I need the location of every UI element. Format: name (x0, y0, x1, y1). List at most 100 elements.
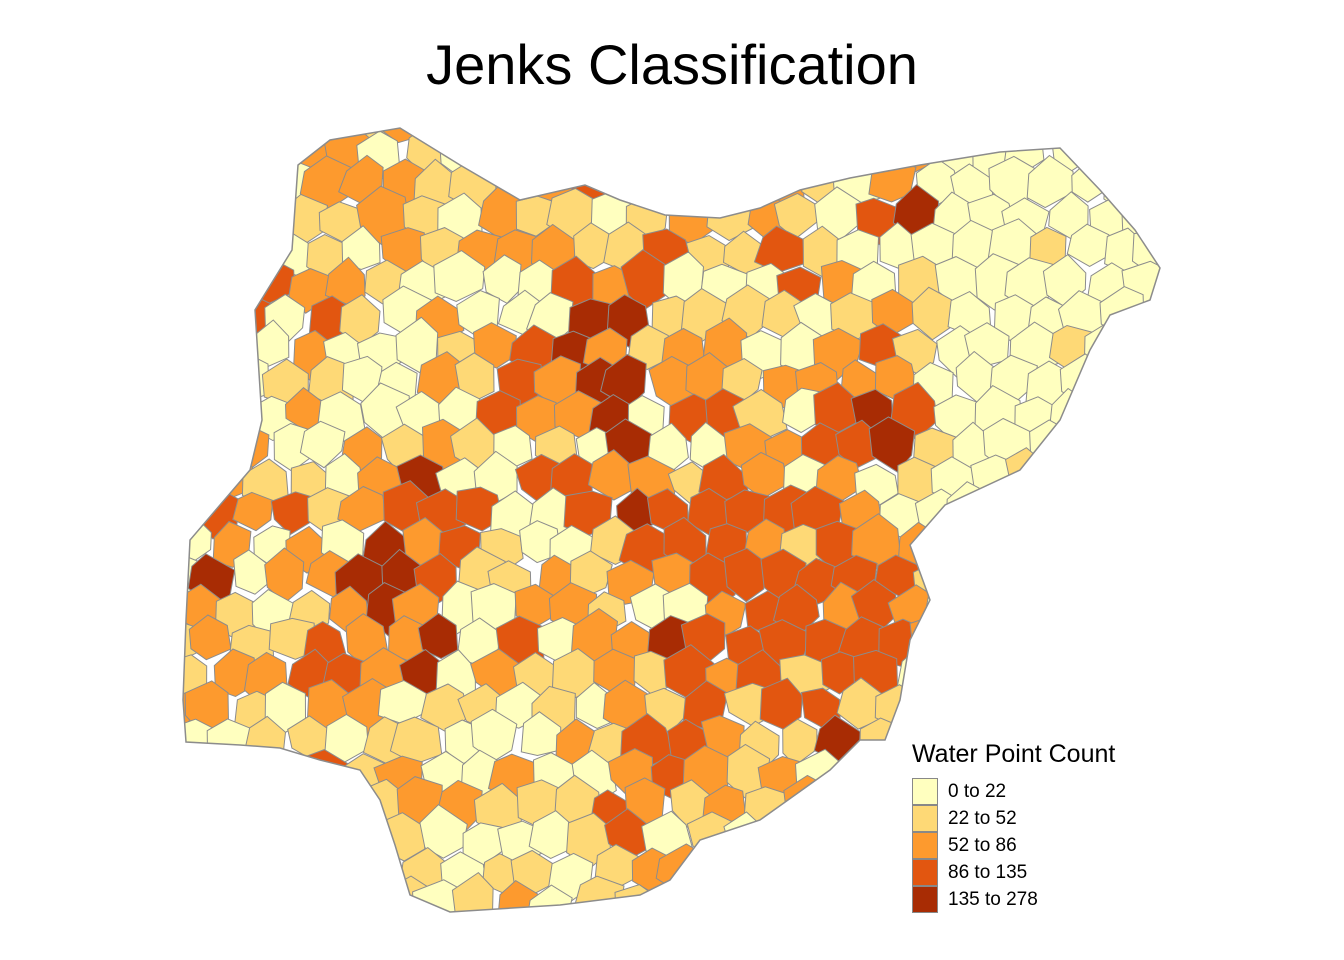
lga-region (1022, 679, 1076, 733)
lga-region (520, 711, 562, 757)
lga-region (854, 843, 903, 898)
lga-region (1114, 782, 1160, 835)
lga-region (814, 847, 862, 901)
legend-item: 135 to 278 (912, 886, 1115, 913)
lga-region (280, 849, 328, 903)
lga-region (346, 881, 391, 912)
lga-region (183, 843, 217, 894)
lga-region (612, 128, 656, 140)
lga-region (1026, 154, 1075, 209)
lga-region (183, 354, 199, 405)
lga-region (226, 128, 272, 145)
lga-region (229, 222, 276, 271)
lga-region (796, 128, 838, 140)
lga-region (641, 128, 694, 145)
lga-region (233, 161, 276, 207)
lga-region (190, 751, 231, 801)
lga-region (319, 777, 371, 830)
lga-region (1029, 419, 1076, 470)
lga-region (190, 288, 242, 349)
lga-region (743, 786, 791, 832)
lga-region (1133, 875, 1160, 912)
legend-item: 86 to 135 (912, 859, 1115, 886)
lga-region (497, 879, 539, 912)
lga-region (842, 128, 883, 141)
lga-region (851, 513, 902, 570)
lga-region (764, 818, 809, 864)
lga-region (1116, 130, 1160, 181)
lga-region (1138, 486, 1160, 534)
lga-region (183, 129, 223, 180)
lga-region (211, 316, 256, 367)
lga-region (647, 164, 695, 216)
lga-region (1078, 456, 1129, 508)
lga-region (605, 160, 646, 202)
lga-region (458, 128, 502, 146)
lga-region (720, 128, 769, 147)
lga-region (1083, 647, 1130, 699)
lga-region (1120, 454, 1160, 508)
lga-region (658, 128, 712, 177)
lga-region (1097, 561, 1145, 610)
lga-region (909, 616, 955, 662)
lga-region (717, 875, 766, 912)
lga-region (183, 223, 198, 277)
lga-region (183, 128, 235, 152)
lga-region (1126, 384, 1160, 436)
lga-region (815, 788, 860, 837)
map-legend: Water Point Count 0 to 22 22 to 52 52 to… (912, 738, 1115, 913)
lga-region (183, 420, 200, 468)
lga-region (778, 129, 829, 179)
legend-label: 0 to 22 (948, 780, 1007, 802)
lga-region (1043, 590, 1093, 641)
lga-region (301, 885, 348, 912)
lga-region (1082, 587, 1123, 630)
lga-region (704, 128, 757, 176)
lga-region (183, 488, 195, 537)
lga-region (224, 814, 271, 865)
lga-region (1145, 162, 1160, 207)
lga-region (1115, 580, 1160, 640)
lga-region (1066, 223, 1110, 267)
lga-region (819, 130, 860, 171)
lga-region (1140, 812, 1160, 865)
lga-region (292, 789, 332, 835)
lga-region (839, 821, 887, 865)
lga-region (214, 190, 260, 243)
lga-region (741, 128, 792, 179)
lga-region (183, 318, 223, 375)
lga-region (212, 851, 252, 898)
lga-region (300, 812, 353, 866)
lga-region (1141, 741, 1160, 794)
lga-region (268, 128, 315, 141)
lga-region (183, 186, 223, 239)
lga-region (853, 776, 900, 828)
lga-region (937, 524, 982, 571)
lga-region (999, 590, 1050, 637)
lga-region (1142, 545, 1160, 602)
lga-region (972, 660, 1013, 700)
legend-items: 0 to 22 22 to 52 52 to 86 86 to 135 135 … (912, 778, 1115, 913)
lga-region (796, 816, 839, 862)
lga-region (874, 128, 924, 143)
lga-region (247, 128, 296, 181)
lga-region (418, 128, 462, 144)
lga-region (1011, 652, 1054, 706)
lga-region (301, 128, 350, 143)
lga-region (249, 191, 293, 238)
lga-region (803, 879, 846, 912)
lga-region (761, 128, 808, 141)
lga-region (355, 855, 406, 900)
lga-region (512, 128, 558, 171)
lga-region (551, 128, 608, 186)
lga-region (1119, 712, 1160, 761)
lga-region (682, 876, 728, 912)
lga-region (1140, 364, 1160, 410)
lga-region (869, 809, 916, 860)
lga-region (341, 225, 381, 271)
lga-region (194, 888, 237, 912)
lga-region (971, 582, 1015, 636)
lga-region (742, 846, 788, 892)
lga-region (987, 683, 1033, 737)
